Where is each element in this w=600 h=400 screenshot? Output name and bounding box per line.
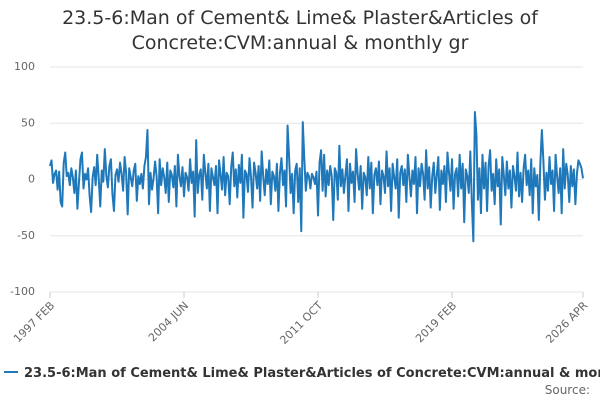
x-tick-label: 2011 OCT <box>277 299 325 347</box>
x-tick-label: 1997 FEB <box>11 299 57 345</box>
legend: 23.5-6:Man of Cement& Lime& Plaster&Arti… <box>0 366 600 381</box>
y-tick-label: -50 <box>17 229 35 242</box>
series-line <box>49 111 584 243</box>
legend-label: 23.5-6:Man of Cement& Lime& Plaster&Arti… <box>24 366 600 381</box>
x-tick-label: 2026 APR <box>543 299 590 346</box>
y-tick-label: 0 <box>28 173 35 186</box>
y-tick-label: 100 <box>14 60 35 73</box>
x-tick-label: 2004 JUN <box>146 299 191 344</box>
chart-title: 23.5-6:Man of Cement& Lime& Plaster&Arti… <box>62 7 538 54</box>
chart: -100 -50 0 50 100 1997 FEB 2004 JUN 2011 OCT 201… <box>10 60 590 347</box>
x-tick-label: 2019 FEB <box>413 299 459 345</box>
source: Source: <box>544 383 590 397</box>
y-tick-label: 50 <box>21 116 35 129</box>
y-tick-label: -100 <box>10 285 35 298</box>
legend-swatch <box>4 370 18 373</box>
